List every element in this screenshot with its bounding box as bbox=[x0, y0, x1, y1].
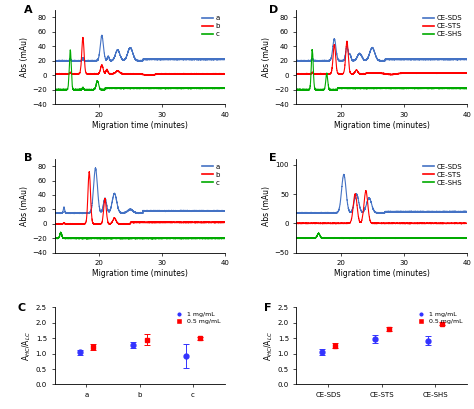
Y-axis label: Abs (mAu): Abs (mAu) bbox=[262, 37, 271, 77]
Y-axis label: Abs (mAu): Abs (mAu) bbox=[20, 186, 29, 226]
X-axis label: Migration time (minutes): Migration time (minutes) bbox=[92, 121, 188, 130]
Y-axis label: A$_{HC}$/A$_{LC}$: A$_{HC}$/A$_{LC}$ bbox=[262, 331, 275, 361]
Text: D: D bbox=[269, 4, 278, 15]
Legend: 1 mg/mL, 0.5 mg/mL: 1 mg/mL, 0.5 mg/mL bbox=[171, 310, 222, 326]
Legend: CE-SDS, CE-STS, CE-SHS: CE-SDS, CE-STS, CE-SHS bbox=[422, 13, 464, 38]
X-axis label: Migration time (minutes): Migration time (minutes) bbox=[92, 269, 188, 278]
Legend: a, b, c: a, b, c bbox=[201, 13, 221, 38]
Legend: 1 mg/mL, 0.5 mg/mL: 1 mg/mL, 0.5 mg/mL bbox=[413, 310, 464, 326]
X-axis label: Migration time (minutes): Migration time (minutes) bbox=[334, 269, 429, 278]
Text: B: B bbox=[24, 153, 32, 163]
Y-axis label: A$_{HC}$/A$_{LC}$: A$_{HC}$/A$_{LC}$ bbox=[20, 331, 33, 361]
Legend: CE-SDS, CE-STS, CE-SHS: CE-SDS, CE-STS, CE-SHS bbox=[422, 162, 464, 187]
Text: F: F bbox=[264, 303, 272, 313]
Y-axis label: Abs (mAu): Abs (mAu) bbox=[20, 37, 29, 77]
X-axis label: Migration time (minutes): Migration time (minutes) bbox=[334, 121, 429, 130]
Text: C: C bbox=[17, 303, 25, 313]
Text: E: E bbox=[269, 153, 277, 163]
Y-axis label: Abs (mAu): Abs (mAu) bbox=[262, 186, 271, 226]
Legend: a, b, c: a, b, c bbox=[201, 162, 221, 187]
Text: A: A bbox=[24, 4, 32, 15]
